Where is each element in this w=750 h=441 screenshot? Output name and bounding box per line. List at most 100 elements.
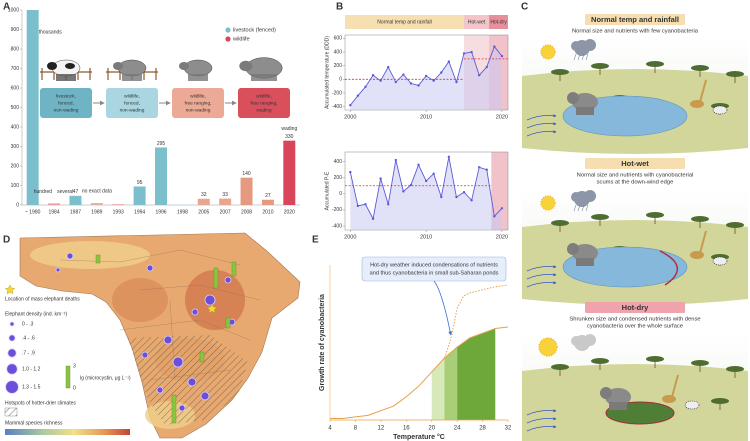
- point: [349, 170, 352, 174]
- point: [387, 203, 390, 206]
- annotation-box: [361, 256, 507, 282]
- tree-crown: [591, 63, 609, 69]
- value-label: 32: [201, 192, 207, 198]
- flow-box: [238, 88, 290, 118]
- y-tick-label: -400: [332, 223, 342, 229]
- annotation: hundred: [34, 189, 53, 195]
- density-marker: [191, 308, 199, 316]
- wind-arrow: [526, 130, 557, 137]
- cow-spot: [65, 63, 75, 69]
- y-tick-label: -200: [332, 207, 342, 213]
- panel-label: B: [336, 2, 343, 13]
- tree-crown: [711, 398, 729, 404]
- y-axis-label: Accumulated P-E: [324, 171, 330, 210]
- legend-tick: 0: [73, 385, 76, 391]
- y-tick-label: 1000: [8, 7, 19, 13]
- point: [462, 191, 466, 194]
- y-tick-label: 0: [339, 77, 342, 83]
- zebra: [712, 256, 728, 266]
- zone: [457, 328, 496, 420]
- x-tick-label: 2020: [496, 114, 508, 120]
- point: [371, 74, 375, 77]
- x-tick-label: 2007: [220, 209, 231, 215]
- scene-title-box: [585, 14, 685, 25]
- map: [19, 232, 301, 439]
- x-tick-label: 2010: [420, 234, 432, 240]
- flow-text: free ranging,: [185, 100, 212, 106]
- bar: [283, 140, 296, 205]
- cloud: [571, 192, 581, 202]
- point: [477, 166, 481, 169]
- scene-caption: Normal size and nutrients with few cyano…: [572, 29, 699, 35]
- density-marker: [172, 356, 184, 368]
- point: [387, 65, 390, 69]
- period-shade: [491, 152, 508, 230]
- point: [424, 179, 428, 183]
- density-marker: [178, 404, 186, 412]
- elephant-legs: [576, 107, 594, 115]
- sun: [540, 44, 556, 60]
- annotation: Hot-dry weather induced condensations of…: [370, 262, 498, 268]
- point: [500, 54, 504, 58]
- panel-label: D: [3, 235, 10, 246]
- flow-text: fenced,: [124, 100, 140, 106]
- tree-crown: [691, 65, 709, 71]
- y-tick-label: 200: [334, 175, 343, 181]
- x-tick-label: 1987: [70, 209, 81, 215]
- bar: [133, 186, 146, 205]
- point: [402, 73, 405, 76]
- scene-caption: cyanobacteria over the whole surface: [587, 324, 683, 330]
- density-marker: [66, 252, 74, 260]
- tree-crown: [551, 69, 569, 75]
- legend-swatch: [225, 36, 231, 42]
- period-header: [489, 15, 508, 29]
- x-tick-label: 1984: [49, 209, 60, 215]
- microcystin-bar: [231, 261, 237, 277]
- flow-text: livestock,: [56, 93, 76, 99]
- value-label: 330: [285, 134, 294, 140]
- y-tick-label: 0: [16, 202, 19, 208]
- microcystin-bar: [199, 351, 205, 363]
- point: [356, 94, 360, 97]
- legend-label: 1.3 - 1.5: [22, 384, 41, 390]
- x-tick-label: 1994: [134, 209, 145, 215]
- y-tick-label: 400: [334, 159, 343, 165]
- zone: [431, 358, 445, 420]
- elephant-legs: [576, 258, 594, 266]
- legend-label: livestock (fenced): [233, 27, 276, 33]
- sun: [538, 337, 558, 357]
- period-label: Normal temp and rainfall: [377, 19, 431, 25]
- legend-label: 1.0 - 1.2: [22, 366, 41, 372]
- animal-head: [239, 60, 253, 72]
- legend-label: Mammal species richness: [5, 420, 63, 426]
- microcystin-bar: [95, 254, 101, 264]
- death-star: [206, 303, 218, 314]
- x-tick-label: 1993: [113, 209, 124, 215]
- flow-text: wildlife,: [190, 93, 206, 99]
- density-marker: [224, 276, 232, 284]
- animal-legs: [188, 74, 208, 81]
- flow-box: [172, 88, 224, 118]
- panel-label: E: [312, 235, 319, 246]
- point: [493, 215, 496, 218]
- density-marker: [204, 294, 216, 306]
- y-tick-label: 100: [11, 183, 20, 189]
- point: [440, 71, 443, 74]
- scene-title: Hot-dry: [622, 303, 649, 312]
- tree-crown: [551, 364, 569, 370]
- point: [379, 79, 382, 82]
- period-header: [464, 15, 490, 29]
- density-marker: [141, 351, 149, 359]
- scene-title: Normal temp and rainfall: [591, 15, 679, 24]
- tree-crown: [726, 366, 744, 372]
- borders: [59, 249, 261, 381]
- animal-head: [113, 62, 123, 70]
- animal-legs: [56, 74, 76, 81]
- y-tick-label: 400: [334, 49, 343, 55]
- scene-caption: Shrunken size and condensed nutrients wi…: [569, 317, 700, 323]
- density-marker: [163, 335, 173, 345]
- point: [409, 183, 413, 187]
- animal-legs: [122, 74, 142, 81]
- tree-crown: [591, 358, 609, 364]
